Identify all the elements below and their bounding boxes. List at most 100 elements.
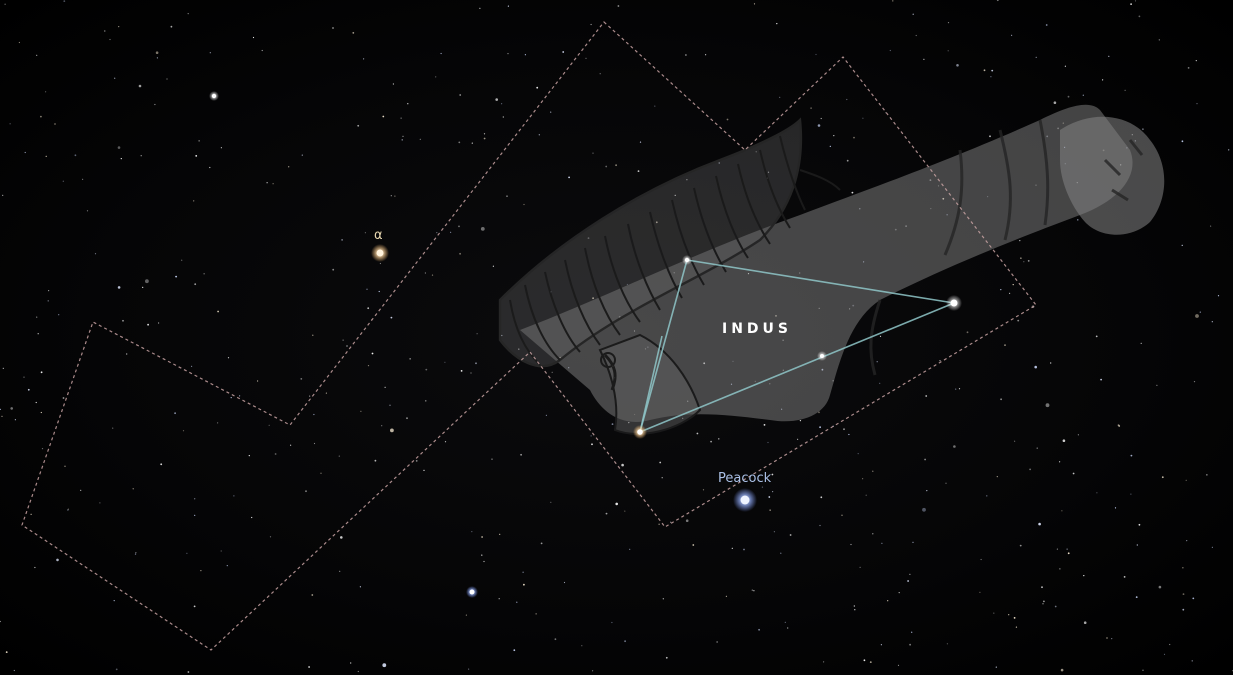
background-star <box>1108 55 1110 57</box>
background-star <box>483 133 486 135</box>
background-star <box>1126 147 1128 149</box>
background-star <box>1100 378 1102 381</box>
background-star <box>782 339 784 341</box>
background-star <box>846 159 849 162</box>
background-star <box>435 76 437 78</box>
background-star <box>769 383 771 385</box>
background-star <box>1131 134 1133 136</box>
background-star <box>993 612 995 614</box>
background-star <box>538 134 540 136</box>
background-star <box>773 531 776 533</box>
background-star <box>48 290 50 292</box>
background-star <box>843 428 845 431</box>
background-star <box>367 365 370 367</box>
background-star <box>829 145 831 147</box>
background-star <box>415 460 418 462</box>
background-star <box>27 388 30 391</box>
background-star <box>339 570 341 572</box>
background-star <box>554 638 557 641</box>
background-star <box>305 490 307 493</box>
background-star <box>581 645 583 647</box>
background-star <box>821 368 824 371</box>
background-star <box>767 441 769 444</box>
background-star <box>879 335 882 337</box>
background-star <box>922 507 926 512</box>
background-star <box>629 548 631 550</box>
background-star <box>946 643 949 645</box>
background-star <box>520 453 522 456</box>
background-star <box>996 0 999 2</box>
background-star <box>24 151 26 154</box>
background-star <box>122 319 124 322</box>
background-star <box>787 627 789 629</box>
background-star <box>568 367 570 369</box>
background-star <box>64 465 66 467</box>
background-star <box>371 352 374 355</box>
background-star <box>313 442 316 445</box>
background-star <box>1064 146 1066 148</box>
background-star <box>634 413 636 416</box>
background-star <box>156 57 158 59</box>
background-star <box>220 147 222 149</box>
background-star <box>535 613 537 615</box>
background-star <box>113 600 115 602</box>
background-star <box>879 382 881 384</box>
background-star <box>1182 593 1185 595</box>
background-star <box>58 314 60 316</box>
background-star <box>615 502 618 506</box>
background-star <box>1195 314 1199 318</box>
background-star <box>166 78 168 80</box>
background-star <box>865 494 867 496</box>
background-star <box>833 135 835 137</box>
background-star <box>340 536 343 539</box>
background-star <box>686 179 688 181</box>
background-star <box>522 571 524 573</box>
background-star <box>126 353 128 355</box>
background-star <box>1181 140 1184 143</box>
background-star <box>40 411 42 414</box>
background-star <box>853 136 855 139</box>
background-star <box>771 473 774 476</box>
background-star <box>425 368 428 371</box>
background-star <box>1054 605 1057 608</box>
background-star <box>761 486 764 488</box>
background-star <box>160 463 163 466</box>
background-star <box>929 179 932 182</box>
background-star <box>1130 454 1133 457</box>
background-star <box>909 573 911 576</box>
background-star <box>996 476 998 478</box>
background-star <box>1038 522 1041 526</box>
background-star <box>605 512 608 515</box>
background-star <box>743 548 745 551</box>
background-star <box>378 290 380 293</box>
background-star <box>872 470 874 472</box>
background-star <box>492 265 494 267</box>
background-star <box>894 228 897 231</box>
background-star <box>431 274 434 276</box>
background-star <box>1228 149 1230 151</box>
background-star <box>725 595 728 597</box>
background-star <box>406 417 408 420</box>
background-star <box>227 357 230 359</box>
background-star <box>458 141 461 144</box>
background-star <box>523 203 525 206</box>
background-star <box>937 185 940 187</box>
background-star <box>325 392 327 394</box>
background-star <box>1206 474 1208 476</box>
background-star <box>685 519 689 522</box>
background-star <box>559 356 561 359</box>
background-star <box>481 554 483 556</box>
background-star <box>1043 600 1045 603</box>
background-star <box>705 54 707 56</box>
background-star <box>692 544 695 546</box>
background-star <box>1027 260 1030 262</box>
background-star <box>665 656 668 659</box>
background-star <box>118 26 120 28</box>
background-star <box>1135 596 1138 598</box>
background-star <box>611 621 613 624</box>
background-star <box>54 123 56 125</box>
background-star <box>311 594 314 596</box>
background-star <box>374 459 377 462</box>
